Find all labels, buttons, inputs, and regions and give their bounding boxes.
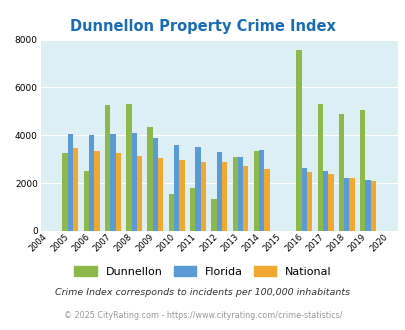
Bar [327, 174, 333, 231]
Legend: Dunnellon, Florida, National: Dunnellon, Florida, National [70, 261, 335, 281]
Bar [364, 180, 370, 231]
Bar [68, 134, 73, 231]
Bar [190, 188, 195, 231]
Bar [322, 171, 327, 231]
Bar [258, 150, 264, 231]
Bar [195, 147, 200, 231]
Bar [296, 50, 301, 231]
Bar [136, 156, 142, 231]
Bar [73, 148, 78, 231]
Text: © 2025 CityRating.com - https://www.cityrating.com/crime-statistics/: © 2025 CityRating.com - https://www.city… [64, 311, 341, 320]
Bar [110, 134, 115, 231]
Bar [370, 181, 375, 231]
Bar [168, 194, 174, 231]
Bar [147, 127, 152, 231]
Bar [211, 199, 216, 231]
Bar [264, 169, 269, 231]
Bar [222, 162, 227, 231]
Bar [349, 178, 354, 231]
Bar [301, 168, 306, 231]
Bar [83, 171, 89, 231]
Bar [253, 151, 258, 231]
Bar [359, 110, 364, 231]
Bar [343, 178, 349, 231]
Bar [179, 160, 184, 231]
Bar [104, 105, 110, 231]
Bar [131, 133, 136, 231]
Bar [317, 104, 322, 231]
Bar [338, 114, 343, 231]
Bar [158, 158, 163, 231]
Bar [126, 104, 131, 231]
Bar [89, 135, 94, 231]
Bar [62, 153, 68, 231]
Bar [237, 157, 243, 231]
Bar [94, 151, 99, 231]
Bar [115, 153, 121, 231]
Bar [306, 172, 311, 231]
Bar [174, 145, 179, 231]
Bar [216, 152, 222, 231]
Bar [232, 157, 237, 231]
Bar [243, 166, 248, 231]
Bar [200, 162, 205, 231]
Text: Dunnellon Property Crime Index: Dunnellon Property Crime Index [70, 19, 335, 34]
Text: Crime Index corresponds to incidents per 100,000 inhabitants: Crime Index corresponds to incidents per… [55, 287, 350, 297]
Bar [152, 138, 158, 231]
